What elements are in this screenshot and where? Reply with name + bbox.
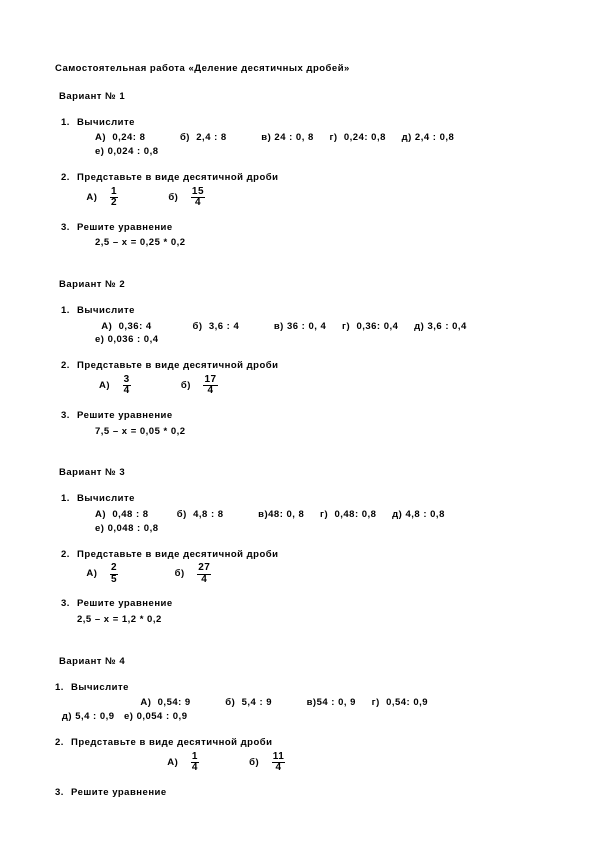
variant-title: Вариант № 3 <box>55 466 540 480</box>
task-label: Решите уравнение <box>77 222 173 233</box>
frac-row: А) 25 б) 274 <box>77 563 540 585</box>
task: Вычислите А) 0,54: 9 б) 5,4 : 9 в)54 : 0… <box>55 681 540 724</box>
task-label: Решите уравнение <box>77 598 173 609</box>
calc-item: д) 5,4 : 0,9 <box>43 710 121 724</box>
task-label: Представьте в виде десятичной дроби <box>77 360 278 371</box>
task: Представьте в виде десятичной дроби А) 3… <box>55 359 540 397</box>
calc-item: А) 0,48 : 8 <box>95 508 174 522</box>
task: Решите уравнение 7,5 – x = 0,05 * 0,2 <box>55 409 540 439</box>
frac-item: А) <box>139 756 188 770</box>
calc-item: в)48: 0, 8 <box>258 508 317 522</box>
calc-item: б) 5,4 : 9 <box>225 696 303 710</box>
frac-item: б) <box>121 567 194 581</box>
calc-item: д) 2,4 : 0,8 <box>402 131 455 145</box>
calc-row: А) 0,24: 8 б) 2,4 : 8 в) 24 : 0, 8 г) 0,… <box>77 131 540 159</box>
task-label: Решите уравнение <box>71 787 167 798</box>
variant-block: Вариант № 2 Вычислите А) 0,36: 4 б) 3,6 … <box>55 278 540 438</box>
task: Представьте в виде десятичной дроби А) 1… <box>55 171 540 209</box>
calc-item: г) 0,48: 0,8 <box>320 508 389 522</box>
task-label: Представьте в виде десятичной дроби <box>77 549 278 560</box>
task: Вычислите А) 0,48 : 8 б) 4,8 : 8 в)48: 0… <box>55 492 540 535</box>
task-label: Представьте в виде десятичной дроби <box>71 737 272 748</box>
variant-block: Вариант № 1 Вычислите А) 0,24: 8 б) 2,4 … <box>55 90 540 250</box>
task-label: Решите уравнение <box>77 410 173 421</box>
equation: 2,5 – x = 1,2 * 0,2 <box>77 613 540 627</box>
calc-item: д) 4,8 : 0,8 <box>392 508 445 522</box>
task-label: Вычислите <box>77 305 135 316</box>
task: Решите уравнение 2,5 – x = 1,2 * 0,2 <box>55 597 540 627</box>
frac-item: А) <box>77 191 107 205</box>
calc-item: е) 0,048 : 0,8 <box>95 522 159 536</box>
equation: 7,5 – x = 0,05 * 0,2 <box>77 425 540 439</box>
calc-item: в) 24 : 0, 8 <box>261 131 326 145</box>
worksheet-title: Самостоятельная работа «Деление десятичн… <box>55 62 540 76</box>
frac-item: б) <box>121 191 188 205</box>
fraction: 14 <box>191 752 199 774</box>
task: Представьте в виде десятичной дроби А) 1… <box>55 736 540 774</box>
calc-row: А) 0,48 : 8 б) 4,8 : 8 в)48: 0, 8 г) 0,4… <box>77 508 540 536</box>
calc-item: е) 0,024 : 0,8 <box>95 145 159 159</box>
task: Вычислите А) 0,36: 4 б) 3,6 : 4 в) 36 : … <box>55 304 540 347</box>
calc-item: в) 36 : 0, 4 <box>274 320 339 334</box>
task-label: Вычислите <box>71 682 129 693</box>
calc-row: А) 0,36: 4 б) 3,6 : 4 в) 36 : 0, 4 г) 0,… <box>77 320 540 348</box>
task-label: Вычислите <box>77 117 135 128</box>
calc-item: б) 3,6 : 4 <box>193 320 271 334</box>
task: Решите уравнение <box>55 786 540 800</box>
frac-item: А) <box>77 379 119 393</box>
fraction: 25 <box>110 563 118 585</box>
fraction: 34 <box>123 375 131 397</box>
calc-item: б) 4,8 : 8 <box>177 508 255 522</box>
calc-item: б) 2,4 : 8 <box>180 131 258 145</box>
variant-title: Вариант № 1 <box>55 90 540 104</box>
frac-row: А) 14 б) 114 <box>139 752 540 774</box>
calc-item: А) 0,54: 9 <box>43 696 222 710</box>
variant-block: Вариант № 4 Вычислите А) 0,54: 9 б) 5,4 … <box>55 655 540 800</box>
calc-item: д) 3,6 : 0,4 <box>414 320 467 334</box>
fraction: 12 <box>110 187 118 209</box>
fraction: 174 <box>203 375 217 397</box>
calc-item: е) 0,036 : 0,4 <box>95 333 159 347</box>
calc-item: г) 0,54: 0,9 <box>372 696 428 710</box>
task-label: Вычислите <box>77 493 135 504</box>
frac-row: А) 34 б) 174 <box>77 375 540 397</box>
calc-item: А) 0,24: 8 <box>95 131 177 145</box>
calc-item: г) 0,36: 0,4 <box>342 320 411 334</box>
frac-row: А) 12 б) 154 <box>77 187 540 209</box>
frac-item: б) <box>202 756 269 770</box>
task-label: Представьте в виде десятичной дроби <box>77 172 278 183</box>
calc-row: А) 0,54: 9 б) 5,4 : 9 в)54 : 0, 9 г) 0,5… <box>43 696 540 724</box>
calc-item: е) 0,054 : 0,9 <box>124 710 188 724</box>
variant-block: Вариант № 3 Вычислите А) 0,48 : 8 б) 4,8… <box>55 466 540 626</box>
frac-item: б) <box>134 379 201 393</box>
task: Вычислите А) 0,24: 8 б) 2,4 : 8 в) 24 : … <box>55 116 540 159</box>
calc-item: А) 0,36: 4 <box>95 320 189 334</box>
variant-title: Вариант № 2 <box>55 278 540 292</box>
fraction: 154 <box>191 187 205 209</box>
fraction: 114 <box>272 752 286 774</box>
variant-title: Вариант № 4 <box>55 655 540 669</box>
calc-item: в)54 : 0, 9 <box>307 696 369 710</box>
frac-item: А) <box>77 567 107 581</box>
calc-item: г) 0,24: 0,8 <box>329 131 398 145</box>
task: Решите уравнение 2,5 – x = 0,25 * 0,2 <box>55 221 540 251</box>
task: Представьте в виде десятичной дроби А) 2… <box>55 548 540 586</box>
equation: 2,5 – x = 0,25 * 0,2 <box>77 236 540 250</box>
fraction: 274 <box>197 563 211 585</box>
